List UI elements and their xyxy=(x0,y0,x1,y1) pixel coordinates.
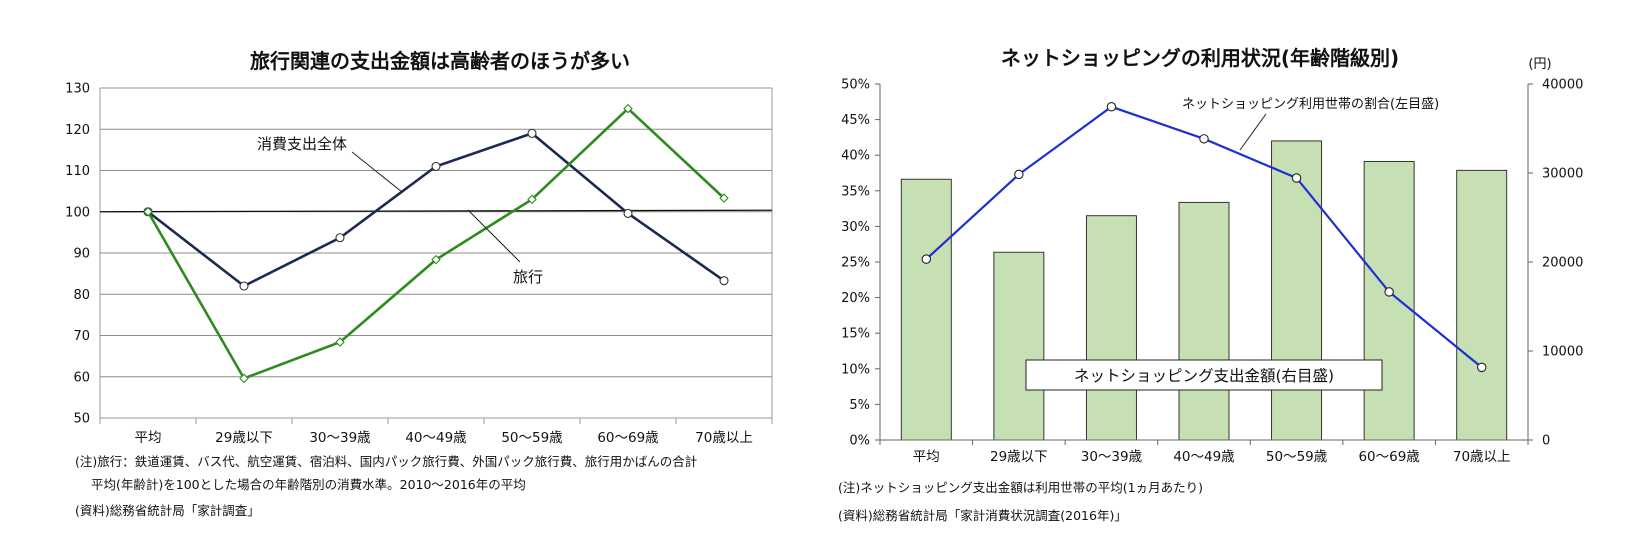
left-point-total xyxy=(239,281,249,291)
left-point-travel xyxy=(431,254,441,265)
right-left-y-tick-label: 25% xyxy=(841,256,870,271)
right-line-point xyxy=(1014,169,1024,180)
right-right-y-tick-label: 20000 xyxy=(1542,256,1583,271)
left-chart-title: 旅行関連の支出金額は高齢者のほうが多い xyxy=(250,49,630,73)
left-source: (資料)総務省統計局「家計調査」 xyxy=(75,503,260,518)
right-left-y-tick-label: 20% xyxy=(841,291,870,306)
right-x-tick-label: 60～69歳 xyxy=(1358,449,1420,465)
right-line-point xyxy=(1199,134,1209,144)
left-gridlines xyxy=(99,128,773,378)
left-y-tick-label: 50 xyxy=(73,412,90,427)
right-line-point xyxy=(1476,362,1487,373)
left-y-tick-label: 70 xyxy=(73,329,90,344)
right-chart: ネットショッピングの利用状況(年齢階級別) (円) 0% 5% 10% 15% 20% 2… xyxy=(838,46,1583,523)
left-y-axis: 50 60 70 80 90 100 110 120 130 xyxy=(65,82,90,427)
left-y-tick-label: 130 xyxy=(65,82,90,97)
left-point-travel xyxy=(143,206,153,217)
left-point-total xyxy=(719,276,729,286)
right-left-y-tick-label: 0% xyxy=(849,434,870,449)
right-line-point xyxy=(1384,287,1394,297)
bar-series-label: ネットショッピング支出金額(右目盛) xyxy=(1074,367,1334,385)
left-point-total xyxy=(527,128,537,138)
left-x-tick-label: 50～59歳 xyxy=(501,430,563,446)
left-point-travel xyxy=(239,373,249,384)
right-left-y-tick-label: 45% xyxy=(841,113,870,128)
left-x-tick-label: 平均 xyxy=(135,430,162,446)
right-left-y-axis: 0% 5% 10% 15% 20% 25% 30% 35% 40% 45% 50% xyxy=(841,78,880,449)
bar xyxy=(1271,140,1323,441)
right-left-y-tick-label: 30% xyxy=(841,220,870,235)
left-chart: 旅行関連の支出金額は高齢者のほうが多い 50 60 70 80 90 100 110 120 1… xyxy=(65,49,773,518)
right-right-y-tick-label: 0 xyxy=(1542,434,1550,449)
left-point-total xyxy=(623,208,633,218)
right-left-y-tick-label: 35% xyxy=(841,184,870,199)
left-y-tick-label: 100 xyxy=(65,205,90,220)
right-line-point xyxy=(921,254,932,264)
right-note: (注)ネットショッピング支出金額は利用世帯の平均(1ヵ月あたり) xyxy=(838,480,1203,495)
bar xyxy=(1456,169,1508,441)
left-x-tick-label: 40～49歳 xyxy=(405,430,467,446)
bar-series-label-box xyxy=(1025,359,1383,391)
right-axis-unit: (円) xyxy=(1528,57,1551,72)
right-x-tick-label: 40～49歳 xyxy=(1173,449,1235,465)
left-series-line-1 xyxy=(146,106,725,381)
left-x-axis: 平均 29歳以下 30～39歳 40～49歳 50～59歳 60～69歳 70歳以上 xyxy=(99,418,773,446)
line-series-leader xyxy=(1239,113,1267,151)
right-x-tick-label: 30～39歳 xyxy=(1081,449,1143,465)
right-right-y-axis: 0 10000 20000 30000 40000 xyxy=(1528,78,1583,449)
right-left-y-tick-label: 5% xyxy=(849,398,870,413)
right-right-y-tick-label: 30000 xyxy=(1542,167,1583,182)
right-x-tick-label: 29歳以下 xyxy=(990,449,1048,465)
left-x-tick-label: 70歳以上 xyxy=(695,430,753,446)
bar xyxy=(1178,201,1230,441)
right-bars xyxy=(900,140,1508,441)
left-point-total xyxy=(431,161,441,171)
left-point-travel xyxy=(335,337,345,347)
left-y-tick-label: 60 xyxy=(73,370,90,385)
right-x-tick-label: 70歳以上 xyxy=(1453,449,1511,465)
right-x-tick-label: 50～59歳 xyxy=(1266,449,1328,465)
right-right-y-tick-label: 40000 xyxy=(1542,78,1583,93)
series-label-travel-leader xyxy=(467,209,521,263)
left-y-tick-label: 90 xyxy=(73,247,90,262)
line-series-label: ネットショッピング利用世帯の割合(左目盛) xyxy=(1182,96,1439,112)
right-left-y-tick-label: 50% xyxy=(841,78,870,93)
right-line-series xyxy=(921,102,1487,373)
right-x-tick-label: 平均 xyxy=(913,449,940,465)
left-point-travel xyxy=(527,194,537,205)
series-label-travel: 旅行 xyxy=(513,268,543,286)
left-x-tick-label: 30～39歳 xyxy=(309,430,371,446)
left-series xyxy=(143,103,729,384)
right-source: (資料)総務省統計局「家計消費状況調査(2016年)」 xyxy=(838,508,1127,523)
right-x-axis: 平均 29歳以下 30～39歳 40～49歳 50～59歳 60～69歳 70歳以上 xyxy=(879,440,1529,465)
left-x-tick-label: 29歳以下 xyxy=(215,430,273,446)
left-y-tick-label: 120 xyxy=(65,123,90,138)
right-line-point xyxy=(1291,173,1302,183)
bar xyxy=(900,178,952,441)
left-x-tick-label: 60～69歳 xyxy=(597,430,659,446)
bar xyxy=(993,251,1045,441)
right-left-y-tick-label: 40% xyxy=(841,149,870,164)
right-right-y-tick-label: 10000 xyxy=(1542,345,1583,360)
right-chart-title: ネットショッピングの利用状況(年齢階級別) xyxy=(1001,46,1399,70)
left-point-travel xyxy=(623,103,633,114)
left-note-2: 平均(年齢計)を100とした場合の年齢階別の消費水準。2010～2016年の平均 xyxy=(91,477,526,492)
series-label-total: 消費支出全体 xyxy=(257,135,347,153)
series-label-total-leader xyxy=(351,151,403,193)
left-note-1: (注)旅行：鉄道運賃、バス代、航空運賃、宿泊料、国内パック旅行費、外国パック旅行… xyxy=(75,454,697,469)
right-left-y-tick-label: 10% xyxy=(841,362,870,377)
left-y-tick-label: 110 xyxy=(65,164,90,179)
left-y-tick-label: 80 xyxy=(73,288,90,303)
left-point-travel xyxy=(719,193,729,203)
bar xyxy=(1363,160,1415,441)
left-point-total xyxy=(335,233,345,243)
right-left-y-tick-label: 15% xyxy=(841,327,870,342)
bar xyxy=(1085,215,1137,441)
reference-line-100 xyxy=(99,209,773,213)
right-line-point xyxy=(1106,102,1117,112)
